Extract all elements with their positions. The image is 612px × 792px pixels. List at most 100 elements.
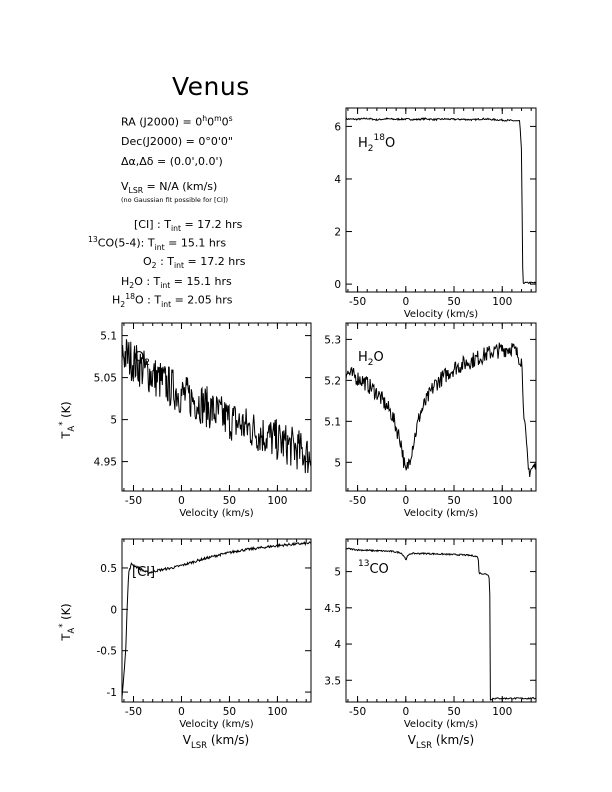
series-line-h2o [345, 342, 537, 477]
vlsr-label-ci-sub: LSR [191, 741, 207, 751]
tint-label: H [121, 275, 130, 288]
y-tick-label: 4.95 [94, 457, 117, 469]
y-tick-label: -1 [107, 687, 117, 699]
y-axis-label-o2-tail: (K) [59, 401, 73, 421]
vlsr-v: V [121, 180, 129, 193]
x-tick-label: 0 [402, 296, 409, 308]
plot-frame [345, 538, 537, 703]
x-tick-label: 100 [267, 495, 287, 507]
tint-13co: 13CO(5-4): Tint = 15.1 hrs [88, 235, 226, 252]
tint-sup: 13 [88, 235, 98, 244]
ra-text: RA (J2000) = 0 [121, 115, 203, 129]
plot-frame [345, 107, 537, 293]
label-13co-part: 13 [358, 559, 369, 569]
tint-sub: int [161, 299, 172, 309]
x-tick-label: 0 [402, 706, 409, 718]
dec-line: Dec(J2000) = 0°0'0" [121, 135, 233, 148]
tint-value: = 15.1 hrs [170, 275, 232, 288]
x-tick-label: -50 [349, 495, 366, 507]
ra-s-sup: s [228, 114, 233, 123]
ra-line: RA (J2000) = 0h0m0s [121, 114, 233, 129]
y-tick-label: 5 [110, 415, 117, 427]
tint-label: H [112, 293, 121, 307]
x-tick-label: 100 [492, 495, 512, 507]
tint-sub: int [154, 242, 165, 252]
vlsr-label-13co-sub: LSR [416, 741, 432, 751]
tint-value: = 17.2 hrs [184, 255, 246, 268]
x-tick-label: 0 [178, 495, 185, 507]
vlsr-label-ci-v: V [183, 733, 192, 747]
x-axis-label: Velocity (km/s) [404, 508, 478, 519]
tint-o2: O2 : Tint = 17.2 hrs [143, 255, 245, 270]
label-h218o-part: 2 [368, 144, 374, 154]
series-line-ci [121, 540, 311, 698]
y-axis-label-ci-sub: A [67, 628, 77, 634]
label-o2-part: 2 [144, 358, 150, 368]
x-tick-label: -50 [125, 495, 142, 507]
y-tick-label: 6 [334, 121, 341, 133]
y-tick-label: 5.1 [100, 331, 117, 343]
vlsr-label-13co: VLSR (km/s) [408, 733, 474, 751]
tint-value: = 17.2 hrs [180, 218, 243, 231]
y-axis-label-ci-sup: * [58, 624, 68, 628]
label-h2o: H2O [358, 350, 384, 368]
x-tick-label: 100 [492, 706, 512, 718]
tint-mid: O : T [134, 275, 161, 288]
label-13co: 13CO [358, 559, 389, 577]
y-axis-label-ci-t: T [59, 633, 73, 642]
vlsr-value: = N/A (km/s) [143, 180, 218, 193]
label-h218o-part: H [358, 136, 368, 151]
label-o2: O2 [134, 350, 150, 368]
x-tick-label: 50 [447, 495, 460, 507]
label-h218o-part: O [385, 136, 395, 151]
ra-m-sup: m [214, 114, 222, 123]
y-axis-label-o2-t: T [59, 431, 73, 440]
y-axis-label-o2-sub: A [67, 426, 77, 432]
y-tick-label: -0.5 [97, 646, 118, 658]
tint-sub: int [170, 224, 181, 234]
x-tick-label: 0 [402, 495, 409, 507]
tint-value: = 15.1 hrs [164, 236, 227, 250]
ra-min: 0 [207, 115, 215, 129]
plot-frame [121, 322, 312, 492]
y-tick-label: 0 [334, 279, 341, 291]
tint-label: O [143, 255, 152, 268]
y-tick-label: 4 [334, 639, 341, 651]
x-axis-label: Velocity (km/s) [404, 719, 478, 730]
y-tick-label: 0 [110, 604, 117, 616]
x-tick-label: -50 [349, 296, 366, 308]
x-axis-label: Velocity (km/s) [404, 309, 478, 320]
x-tick-label: 50 [447, 296, 460, 308]
x-tick-label: 100 [492, 296, 512, 308]
tint-h218o: H218O : Tint = 2.05 hrs [112, 292, 233, 309]
fit-note: (no Gaussian fit possible for [CI]) [121, 196, 229, 204]
y-tick-label: 4.5 [324, 603, 341, 615]
tint-ci: [CI] : Tint = 17.2 hrs [134, 218, 242, 233]
panel-h218o: -50 0 50 100 0 2 4 6 Velocity (km/s) [334, 107, 537, 320]
x-tick-label: 50 [223, 706, 236, 718]
y-tick-label: 5 [334, 567, 341, 579]
tint-label: CO(5-4): T [97, 236, 155, 250]
panel-h2o: -50 0 50 100 5 5.1 5.2 5.3 Velocity (km/s) [324, 322, 537, 519]
label-h218o: H218O [358, 133, 395, 154]
tint-sub: int [174, 261, 185, 271]
x-tick-label: 100 [267, 706, 287, 718]
tint-sup2: 18 [125, 292, 135, 301]
panel-o2: -50 0 50 100 4.95 5 5.05 5.1 Velocity (km/s) [94, 322, 312, 519]
label-h218o-part: 18 [374, 133, 386, 143]
y-tick-label: 5.05 [94, 373, 117, 385]
tint-sub2: 2 [120, 299, 126, 309]
y-tick-label: 5.2 [324, 375, 341, 387]
x-tick-label: -50 [349, 706, 366, 718]
plot-frame [121, 538, 312, 703]
label-ci-part: [CI] [132, 565, 155, 580]
tint-h2o: H2O : Tint = 15.1 hrs [121, 275, 232, 290]
y-axis-label-ci: TA* (K) [58, 603, 77, 641]
tint-mid: : T [156, 255, 174, 268]
series-line-o2 [121, 339, 312, 474]
x-axis-label: Velocity (km/s) [179, 508, 253, 519]
panel-13co: -50 0 50 100 3.5 4 4.5 5 Velocity (km/s) [324, 538, 537, 730]
tint-label: [CI] : T [134, 218, 171, 231]
label-ci: [CI] [132, 565, 155, 580]
